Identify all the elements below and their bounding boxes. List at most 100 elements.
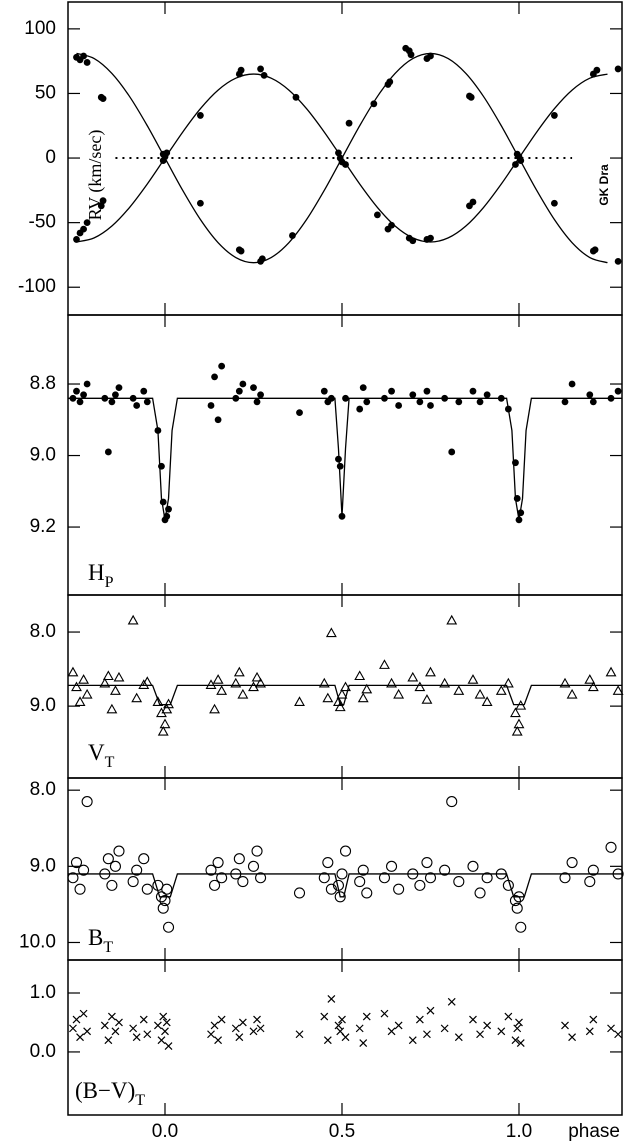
data-point <box>336 688 348 699</box>
data-point <box>386 677 397 688</box>
data-point <box>340 681 351 692</box>
panel-frame <box>67 594 623 779</box>
data-point <box>233 666 245 677</box>
data-point <box>614 1030 623 1039</box>
y-tick-label: 8.8 <box>30 373 56 394</box>
data-point <box>559 677 571 688</box>
data-point <box>158 462 165 470</box>
data-point <box>338 512 346 520</box>
data-point <box>80 225 87 233</box>
data-point <box>469 198 477 206</box>
data-point <box>159 718 171 729</box>
data-point <box>292 93 300 101</box>
data-point <box>414 681 426 692</box>
data-point <box>250 384 257 391</box>
data-point <box>614 257 622 265</box>
data-point <box>257 65 264 73</box>
panel-label-sub: T <box>103 939 113 956</box>
data-point <box>294 696 305 706</box>
data-point <box>205 864 217 876</box>
data-point <box>83 59 91 66</box>
data-point <box>585 1027 594 1036</box>
data-point <box>293 887 306 899</box>
data-point <box>589 398 597 406</box>
data-point <box>323 1036 332 1045</box>
data-point <box>67 872 79 884</box>
data-point <box>83 1027 92 1036</box>
data-point <box>407 51 415 59</box>
data-point <box>388 221 395 229</box>
data-point <box>163 512 171 520</box>
y-tick-label: 8.0 <box>30 621 56 642</box>
data-point <box>454 1033 463 1042</box>
data-point <box>614 65 622 73</box>
data-point <box>141 676 153 686</box>
data-point <box>164 1042 173 1050</box>
data-point <box>426 1006 435 1015</box>
data-point <box>513 1024 522 1033</box>
data-point <box>605 841 617 853</box>
data-point <box>138 853 150 865</box>
data-point <box>109 685 121 695</box>
data-point <box>513 495 521 502</box>
data-point <box>196 199 204 207</box>
data-point <box>425 666 436 677</box>
data-point <box>217 1015 226 1024</box>
data-point <box>258 255 266 263</box>
data-point <box>106 703 118 714</box>
data-point <box>325 627 337 638</box>
data-point <box>512 161 519 168</box>
data-point <box>566 688 578 699</box>
panel-label: (B−V)T <box>75 1078 145 1108</box>
data-point <box>338 1015 346 1024</box>
y-tick-label: 100 <box>24 18 56 39</box>
data-point <box>483 1021 492 1030</box>
data-point <box>322 856 334 869</box>
data-point <box>216 685 228 695</box>
data-point <box>512 459 519 467</box>
data-point <box>447 997 456 1006</box>
data-point <box>448 448 456 456</box>
data-point <box>341 1033 350 1042</box>
data-point <box>161 703 173 714</box>
data-point <box>568 380 576 388</box>
data-point <box>387 1027 396 1036</box>
y-tick-label: 9.0 <box>30 445 56 466</box>
y-tick-label: 9.2 <box>30 516 56 537</box>
data-point <box>159 1012 168 1021</box>
data-point <box>210 1021 219 1030</box>
data-point <box>73 387 80 395</box>
data-point <box>76 1033 84 1042</box>
data-point <box>587 681 599 692</box>
data-point <box>342 161 349 168</box>
data-point <box>607 394 615 402</box>
data-point <box>409 237 417 245</box>
data-point <box>104 1036 113 1045</box>
data-point <box>216 872 228 884</box>
data-point <box>108 398 116 406</box>
data-point <box>253 1015 261 1024</box>
data-point <box>612 868 624 880</box>
data-point <box>446 796 458 808</box>
data-point <box>131 864 143 876</box>
data-point <box>159 895 171 907</box>
data-point <box>113 845 125 857</box>
data-point <box>320 387 328 395</box>
data-point <box>81 796 93 808</box>
data-point <box>378 872 391 884</box>
data-point <box>207 1030 215 1039</box>
data-point <box>80 391 87 399</box>
panel-frame <box>67 777 623 961</box>
panel-label-sub: P <box>105 574 114 591</box>
data-point <box>104 448 112 456</box>
data-point <box>101 394 109 402</box>
data-point <box>517 509 525 517</box>
data-point <box>511 1036 520 1045</box>
data-point <box>370 100 378 108</box>
data-point <box>318 677 330 688</box>
data-point <box>233 853 245 865</box>
data-point <box>237 247 245 255</box>
data-point <box>515 700 527 710</box>
y-tick-label: -100 <box>18 276 56 297</box>
data-point <box>516 1039 525 1048</box>
